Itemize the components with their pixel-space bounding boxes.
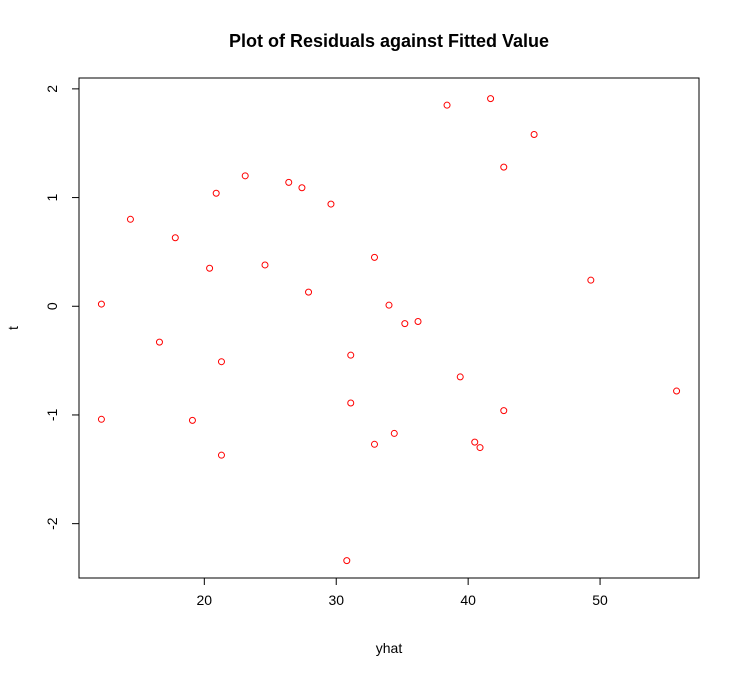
- data-point: [217, 358, 225, 366]
- y-tick-label: 1: [44, 193, 60, 201]
- data-point: [298, 184, 306, 192]
- data-point: [456, 373, 464, 381]
- data-point: [370, 440, 378, 448]
- y-tick-label: 2: [44, 85, 60, 93]
- data-point: [390, 429, 398, 437]
- data-point: [587, 276, 595, 284]
- x-tick-label: 20: [197, 592, 213, 608]
- data-point: [212, 189, 220, 197]
- data-point: [347, 351, 355, 359]
- data-point: [155, 338, 163, 346]
- data-point: [414, 317, 422, 325]
- data-point: [370, 253, 378, 261]
- y-axis-label: t: [5, 326, 21, 330]
- data-point: [217, 451, 225, 459]
- data-point: [443, 101, 451, 109]
- data-point: [188, 416, 196, 424]
- data-point: [500, 407, 508, 415]
- data-point: [97, 415, 105, 423]
- x-axis-label: yhat: [376, 640, 403, 656]
- data-point: [327, 200, 335, 208]
- data-point: [343, 557, 351, 565]
- data-point: [206, 264, 214, 272]
- data-point: [261, 261, 269, 269]
- x-tick-label: 40: [460, 592, 476, 608]
- data-point: [241, 172, 249, 180]
- data-point: [530, 131, 538, 139]
- data-point: [171, 234, 179, 242]
- data-point: [97, 300, 105, 308]
- data-point: [487, 95, 495, 103]
- data-point: [476, 444, 484, 452]
- data-point: [500, 163, 508, 171]
- data-points: [97, 95, 681, 565]
- y-tick-label: -1: [44, 409, 60, 422]
- data-point: [126, 215, 134, 223]
- data-point: [347, 399, 355, 407]
- x-axis: 20 30 40 50: [197, 577, 608, 608]
- chart-title: Plot of Residuals against Fitted Value: [229, 31, 549, 51]
- plot-frame: [78, 77, 700, 579]
- y-axis: -2 -1 0 1 2: [44, 85, 80, 530]
- data-point: [305, 288, 313, 296]
- data-point: [673, 387, 681, 395]
- data-point: [401, 320, 409, 328]
- data-point: [285, 178, 293, 186]
- y-tick-label: -2: [44, 517, 60, 530]
- x-tick-label: 30: [328, 592, 344, 608]
- data-point: [385, 301, 393, 309]
- y-tick-label: 0: [44, 302, 60, 310]
- data-point: [471, 438, 479, 446]
- x-tick-label: 50: [592, 592, 608, 608]
